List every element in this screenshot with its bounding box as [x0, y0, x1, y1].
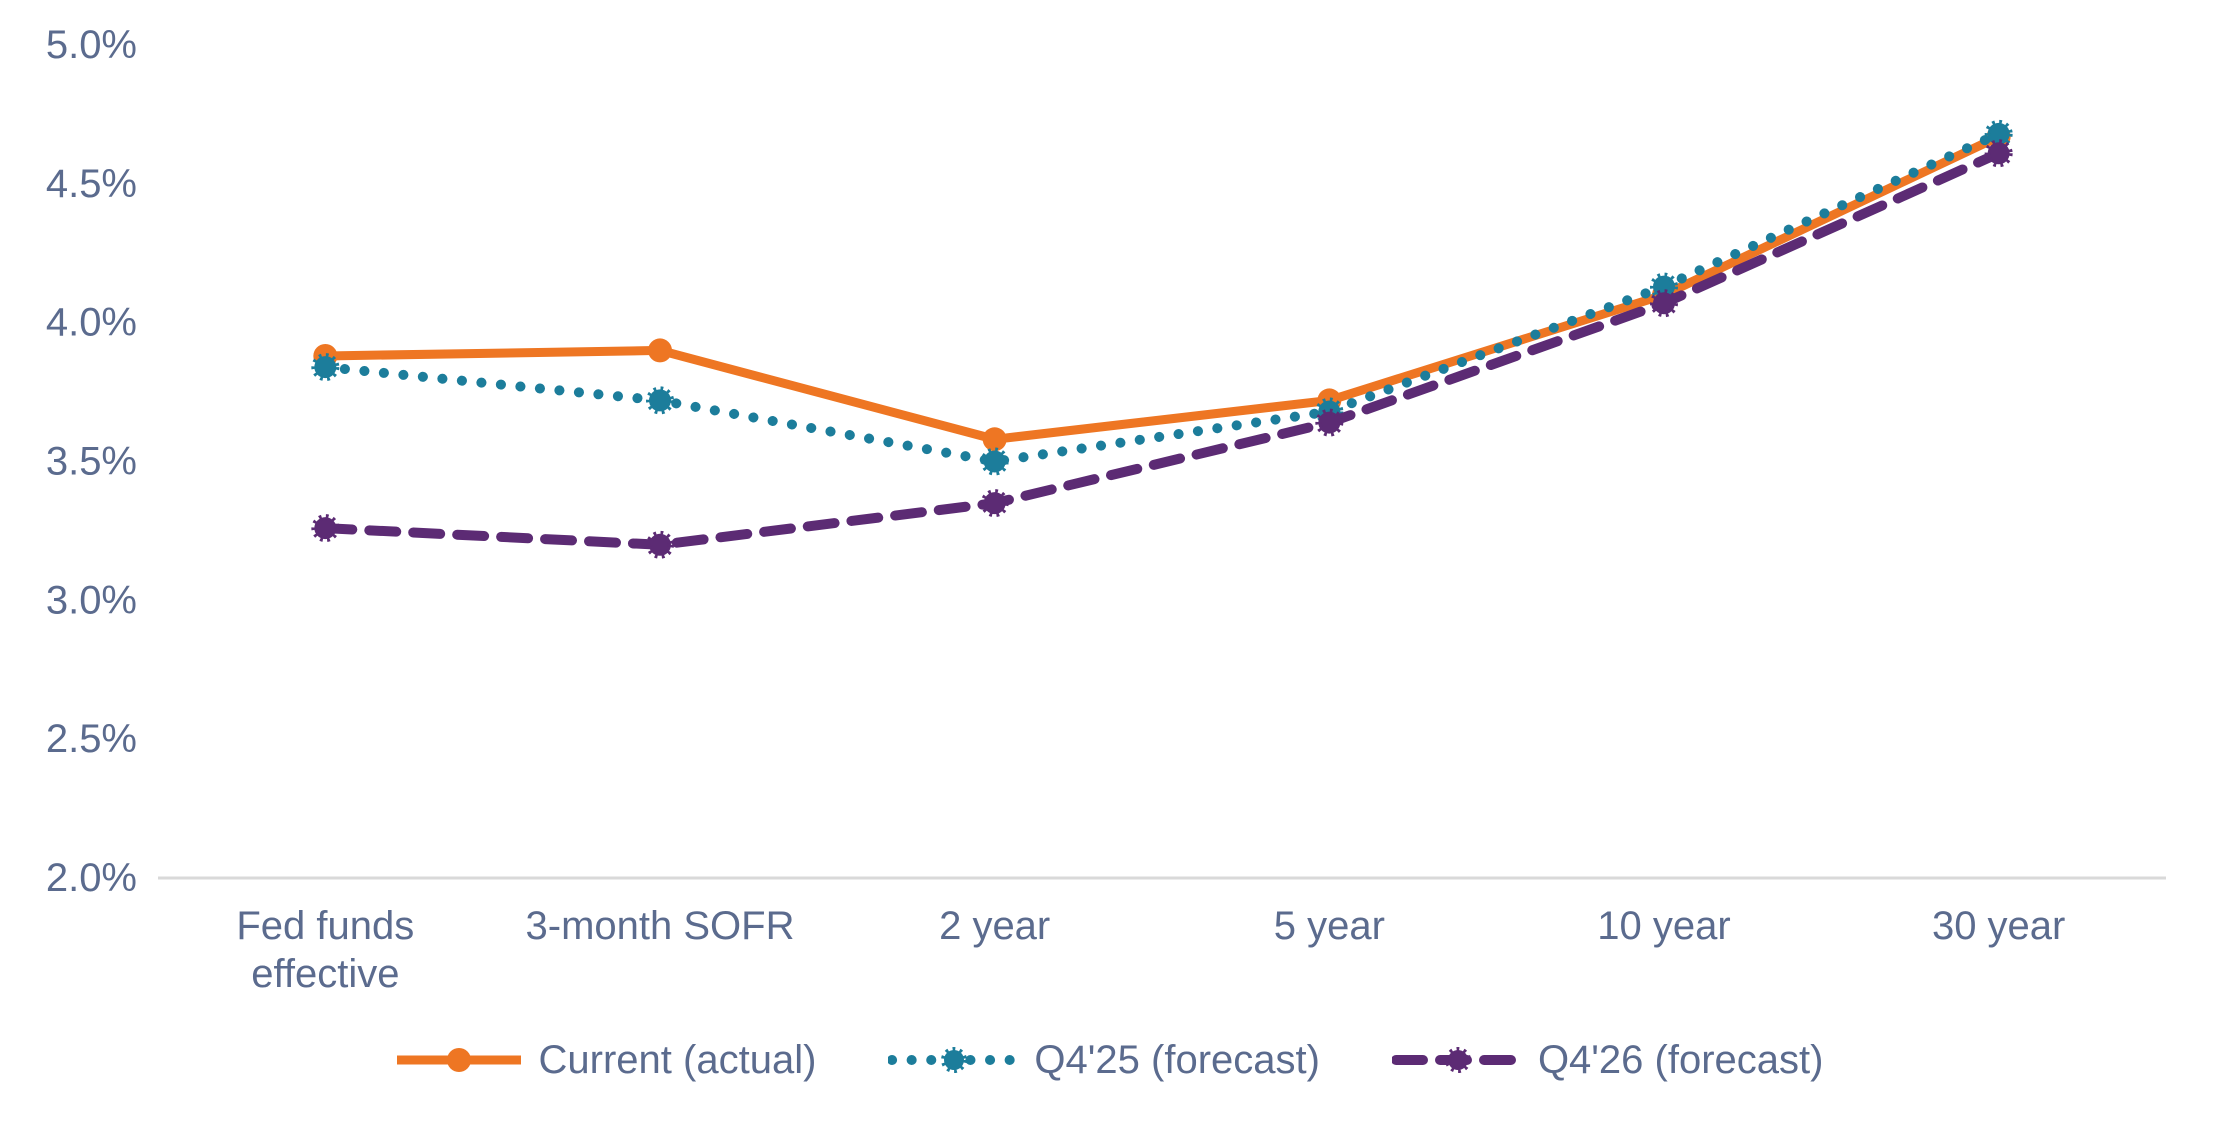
data-point-marker: [311, 514, 340, 543]
y-tick-label: 4.5%: [46, 162, 137, 206]
data-point-marker: [646, 530, 674, 559]
data-point-marker: [646, 386, 674, 415]
x-tick-label: 2 year: [939, 904, 1050, 948]
legend-item-3: Q4'26 (forecast): [1391, 1037, 1824, 1083]
y-tick-label: 3.5%: [46, 440, 137, 484]
legend-marker: [446, 1048, 471, 1072]
data-point-marker: [982, 427, 1007, 452]
x-tick-label: 30 year: [1932, 904, 2065, 948]
x-tick-label: 10 year: [1597, 904, 1730, 948]
data-point-marker: [648, 338, 672, 363]
data-point-marker: [980, 489, 1009, 518]
y-tick-label: 4.0%: [46, 301, 137, 345]
data-point-marker: [1984, 139, 2013, 168]
data-point-marker: [1984, 119, 2013, 148]
series-line-1: [325, 132, 2001, 444]
data-point-marker: [1650, 289, 1678, 318]
x-tick-label: Fed funds: [236, 904, 414, 948]
y-tick-label: 5.0%: [46, 23, 137, 67]
legend-item-2: Q4'25 (forecast): [888, 1038, 1320, 1083]
series-line-2: [320, 128, 2004, 467]
legend-marker: [941, 1047, 968, 1073]
data-point-marker: [980, 447, 1009, 476]
legend-label: Q4'26 (forecast): [1537, 1037, 1824, 1082]
y-tick-label: 2.5%: [46, 717, 137, 761]
chart-legend: Current (actual) Q4'25 (forecast) Q4'26 (f…: [0, 1028, 2216, 1092]
x-tick-label: effective: [251, 952, 399, 996]
data-point-marker: [1315, 408, 1344, 437]
series-line-3: [320, 148, 2004, 550]
legend-swatch-dashed: [1391, 1047, 1524, 1073]
legend-label: Current (actual): [538, 1037, 817, 1082]
y-tick-label: 3.0%: [46, 578, 137, 622]
y-tick-label: 2.0%: [46, 856, 137, 900]
x-tick-label: 3-month SOFR: [526, 904, 795, 948]
x-tick-label: 5 year: [1274, 904, 1385, 948]
legend-marker: [1444, 1047, 1471, 1073]
data-point-marker: [311, 353, 340, 382]
legend-item-1: Current (actual): [393, 1037, 817, 1083]
legend-label: Q4'25 (forecast): [1034, 1037, 1320, 1082]
legend-swatch-dotted: [888, 1047, 1021, 1073]
legend-swatch-solid: [396, 1048, 521, 1072]
